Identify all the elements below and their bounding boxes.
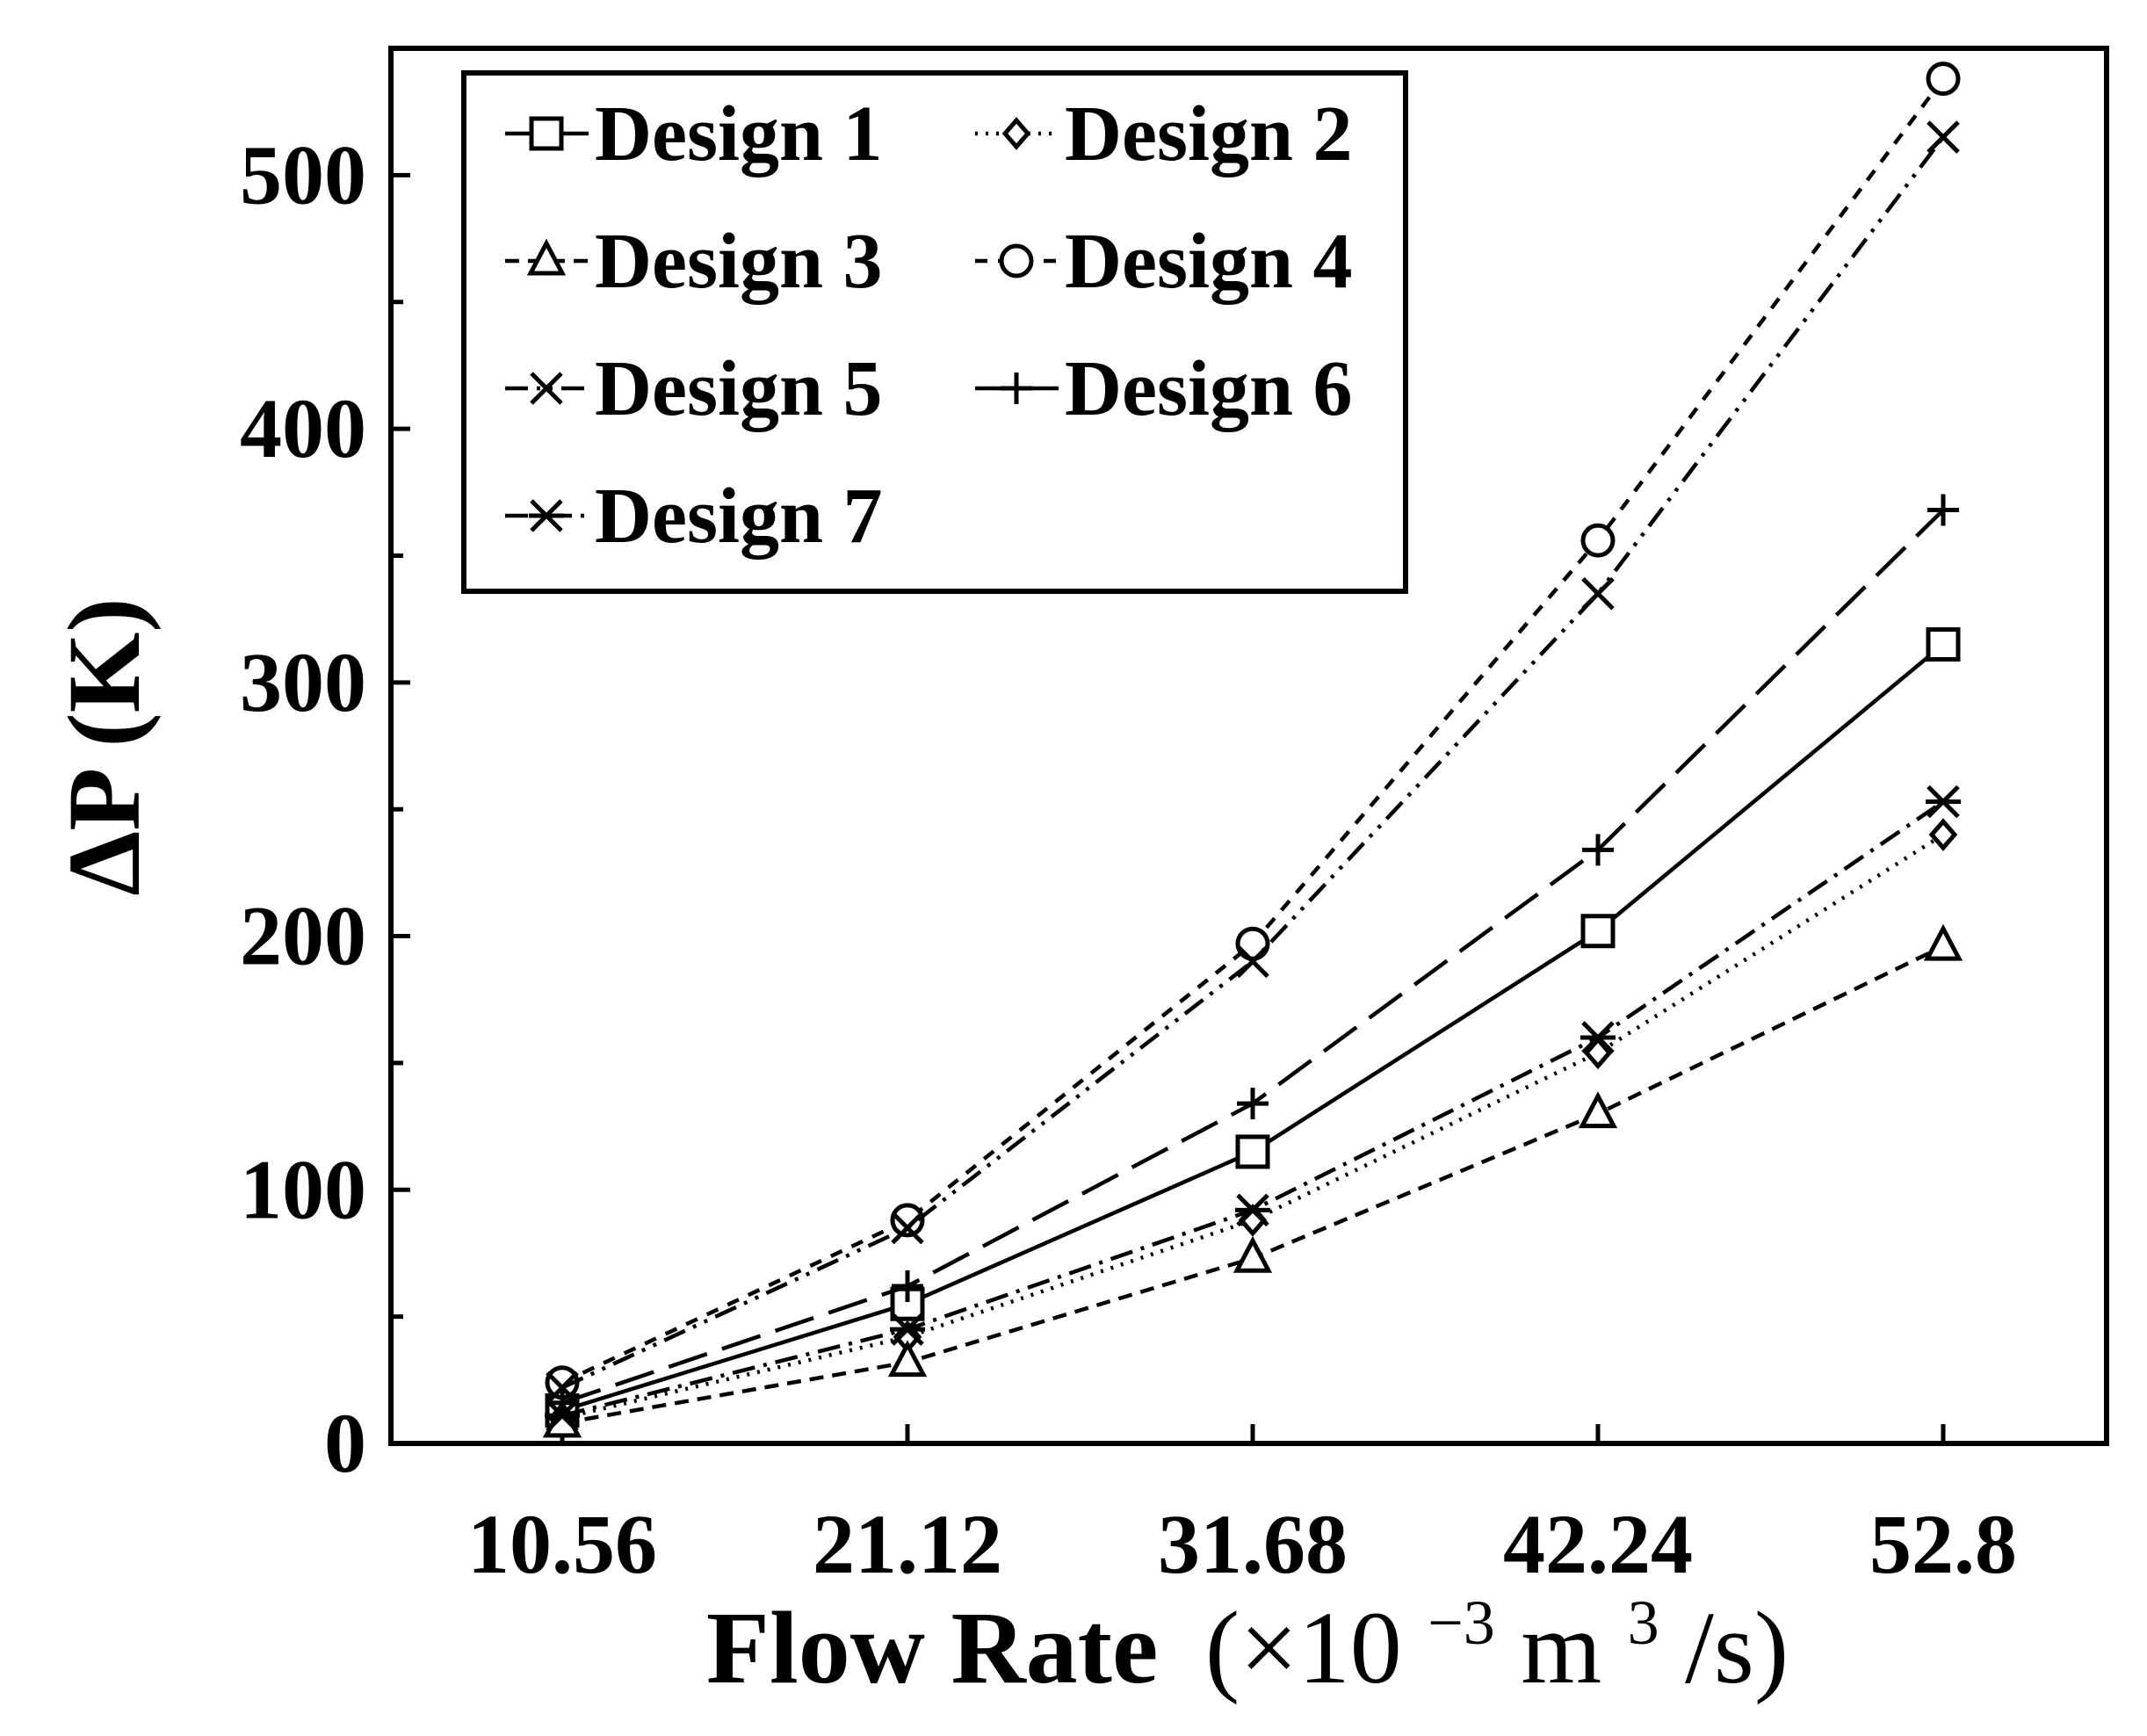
data-point — [1580, 523, 1616, 558]
legend-item: Design 6 — [975, 345, 1353, 432]
series-design-1 — [545, 627, 1961, 1428]
legend-label: Design 4 — [1065, 218, 1353, 305]
y-tick-label: 400 — [240, 381, 366, 475]
data-point — [545, 1399, 580, 1433]
data-point — [1926, 785, 1961, 819]
x-axis-title-unit-exp2: 3 — [1628, 1588, 1659, 1658]
data-point — [887, 1340, 928, 1378]
plot-frame — [388, 46, 2109, 1446]
y-tick-label: 300 — [240, 635, 366, 729]
data-point — [1235, 1193, 1270, 1227]
data-point — [1580, 1021, 1616, 1054]
legend-marker — [529, 116, 564, 151]
legend-label: Design 6 — [1065, 345, 1353, 432]
legend-item: Design 1 — [505, 90, 883, 177]
data-point — [892, 1269, 923, 1302]
series-design-6 — [546, 494, 1959, 1419]
legend-label: Design 7 — [595, 473, 883, 560]
data-point — [1928, 818, 1958, 851]
x-tick-label: 31.68 — [1158, 1497, 1348, 1591]
x-tick-label: 52.8 — [1869, 1497, 2017, 1591]
legend-marker — [1001, 117, 1031, 150]
x-axis-title-main: Flow Rate — [706, 1590, 1158, 1705]
legend-item: Design 5 — [505, 345, 883, 432]
data-point — [1923, 923, 1963, 961]
x-axis-title-unit-open: (×10 — [1205, 1590, 1402, 1705]
data-point — [1236, 944, 1269, 979]
data-point — [891, 1211, 924, 1245]
data-point — [1578, 1091, 1618, 1129]
legend-box — [461, 70, 1408, 594]
data-point — [1580, 914, 1616, 949]
legend-marker — [1001, 373, 1032, 404]
data-point — [1927, 120, 1960, 154]
data-point — [1582, 834, 1614, 866]
data-point — [1927, 494, 1959, 526]
x-tick-label: 10.56 — [467, 1497, 657, 1591]
legend-label: Design 3 — [595, 218, 883, 305]
legend-item: Design 4 — [975, 218, 1353, 305]
y-tick-label: 500 — [240, 127, 366, 221]
legend-item: Design 3 — [505, 218, 883, 305]
legend-item: Design 2 — [975, 90, 1353, 177]
series-line — [561, 833, 1945, 1421]
x-axis-title-unit-close: /s) — [1685, 1590, 1789, 1705]
series-design-3 — [542, 923, 1963, 1438]
legend-label: Design 1 — [595, 90, 883, 177]
data-point — [890, 1203, 925, 1238]
x-tick-label: 42.24 — [1503, 1497, 1693, 1591]
series-line — [561, 944, 1944, 1426]
series-line — [561, 642, 1945, 1413]
y-tick-label: 100 — [240, 1142, 366, 1236]
legend-marker — [530, 372, 563, 405]
series-design-2 — [547, 818, 1958, 1435]
series-design-7 — [545, 785, 1961, 1433]
legend-label: Design 2 — [1065, 90, 1353, 177]
legend-marker — [999, 243, 1034, 278]
data-point — [1926, 627, 1961, 662]
legend-marker — [529, 499, 564, 532]
data-point — [1235, 1134, 1270, 1169]
x-tick-label: 21.12 — [813, 1497, 1002, 1591]
legend-item: Design 7 — [505, 473, 883, 560]
data-point — [1233, 1235, 1273, 1273]
x-axis-title-unit-exp: −3 — [1428, 1588, 1495, 1658]
data-point — [1581, 576, 1615, 611]
y-axis-title: ΔP (K) — [47, 597, 162, 895]
x-axis-title-unit-mid: m — [1521, 1590, 1601, 1705]
legend-marker — [526, 238, 567, 276]
legend-label: Design 5 — [595, 345, 883, 432]
data-point — [1237, 1088, 1269, 1120]
data-point — [1235, 926, 1270, 961]
y-tick-label: 200 — [240, 889, 366, 983]
x-axis-title: Flow Rate (×10 −3 m 3 /s) — [706, 1552, 1789, 1705]
data-point — [890, 1313, 925, 1346]
data-point — [1926, 61, 1961, 97]
y-tick-label: 0 — [324, 1396, 366, 1490]
